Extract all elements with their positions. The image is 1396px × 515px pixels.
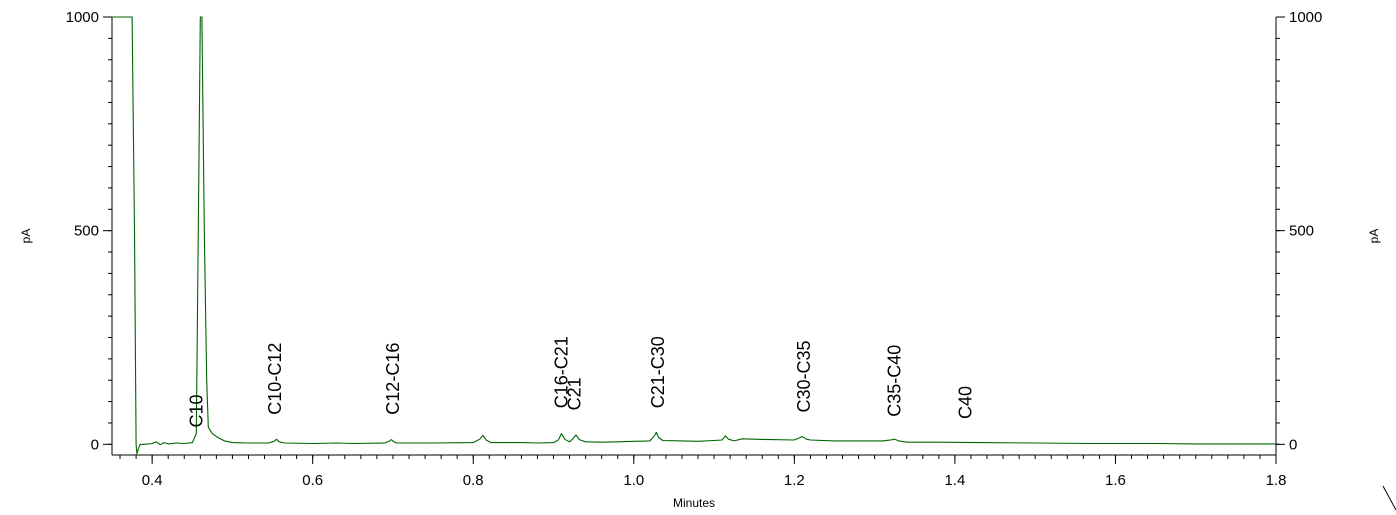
x-tick-label: 1.0: [623, 472, 644, 489]
axes: 0.4 0.6 0.8 1.0 1.2 1.4 1.6 1.8 0 0 500 500 1000 1000: [66, 9, 1323, 489]
peak-label: C12-C16: [383, 343, 403, 415]
x-tick-label: 1.6: [1105, 472, 1126, 489]
y-tick-label-right: 500: [1289, 223, 1314, 240]
y-tick-label-right: 0: [1289, 436, 1297, 453]
series-layer: [112, 16, 1276, 455]
y-axis-title-right: pA: [1367, 229, 1381, 244]
x-tick-label: 1.8: [1266, 472, 1287, 489]
corner-decoration: [1382, 485, 1396, 511]
peak-label: C21-C30: [648, 336, 668, 408]
peak-label: C21: [564, 377, 584, 410]
x-tick-label: 1.4: [944, 472, 965, 489]
peak-label: C40: [955, 386, 975, 419]
x-tick-label: 1.2: [784, 472, 805, 489]
x-axis-title: Minutes: [673, 496, 715, 510]
y-axis-title-left: pA: [19, 229, 33, 244]
y-tick-label-right: 1000: [1289, 9, 1322, 26]
x-tick-label: 0.6: [302, 472, 323, 489]
peak-label: C10: [186, 394, 206, 427]
y-tick-label-left: 500: [74, 223, 99, 240]
peak-label: C30-C35: [794, 340, 814, 412]
series-line: [112, 16, 1276, 455]
x-tick-label: 0.8: [463, 472, 484, 489]
peak-label: C10-C12: [265, 343, 285, 415]
peak-label: C16-C21: [552, 336, 572, 408]
y-tick-label-left: 0: [91, 436, 99, 453]
x-tick-label: 0.4: [142, 472, 163, 489]
peak-label: C35-C40: [885, 345, 905, 417]
y-tick-label-left: 1000: [66, 9, 99, 26]
